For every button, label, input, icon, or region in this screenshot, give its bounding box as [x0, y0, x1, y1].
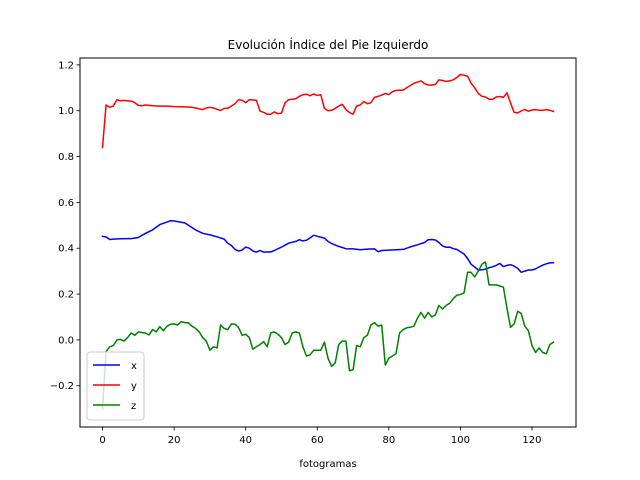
series-layer — [101, 73, 555, 410]
legend-label-z: z — [131, 401, 136, 412]
legend: xyz — [86, 351, 145, 421]
series-line-z — [101, 261, 555, 410]
x-tick-label: 40 — [239, 435, 252, 446]
y-tick-label: 0.4 — [58, 244, 74, 255]
x-tick-label: 60 — [311, 435, 324, 446]
legend-label-y: y — [131, 381, 137, 392]
series-line-y — [101, 73, 555, 149]
x-tick-label: 0 — [99, 435, 105, 446]
y-axis: −0.2 0.0 0.2 0.4 0.6 0.8 1.0 1.2 — [50, 60, 80, 392]
series-line-x — [101, 219, 555, 274]
x-axis-label: fotogramas — [299, 459, 356, 470]
chart-title: Evolución Índice del Pie Izquierdo — [228, 37, 429, 52]
y-tick-label: 0.8 — [58, 152, 74, 163]
legend-label-x: x — [131, 361, 137, 372]
plot-frame — [79, 57, 577, 428]
x-tick-label: 20 — [168, 435, 181, 446]
x-tick-label: 80 — [382, 435, 395, 446]
y-tick-label: 0.6 — [58, 198, 74, 209]
y-tick-label: 1.0 — [58, 106, 74, 117]
x-tick-label: 120 — [522, 435, 541, 446]
x-tick-label: 100 — [451, 435, 470, 446]
y-tick-label: 0.0 — [58, 335, 74, 346]
x-axis: 0 20 40 60 80 100 120 — [99, 427, 542, 446]
legend-box — [86, 351, 145, 421]
y-tick-label: 1.2 — [58, 60, 74, 71]
y-tick-label: 0.2 — [58, 290, 74, 301]
y-tick-label: −0.2 — [50, 381, 74, 392]
